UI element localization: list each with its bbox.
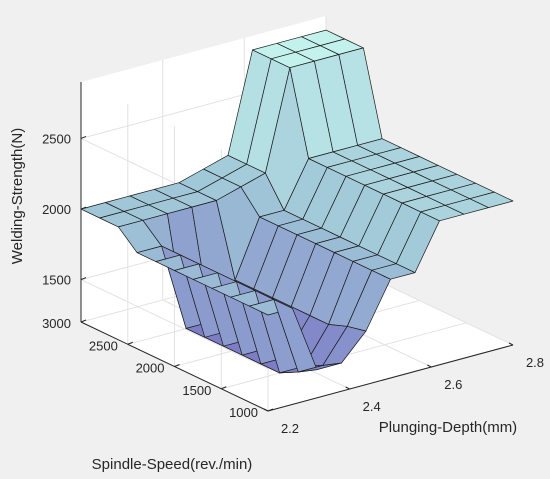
y-tick-label: 1500: [182, 383, 211, 398]
y-tick-label: 2500: [89, 338, 118, 353]
x-tick-mark: [427, 364, 432, 368]
x-tick-label: 2.4: [363, 399, 381, 414]
z-tick-mark: [80, 206, 87, 210]
z-tick-mark: [80, 136, 87, 139]
x-tick-label: 2.8: [526, 355, 544, 370]
z-tick-label: 2500: [42, 132, 71, 147]
surface-mesh: [80, 29, 514, 374]
x-tick-label: 2.6: [444, 377, 462, 392]
x-tick-mark: [345, 386, 350, 390]
x-tick-mark: [263, 408, 269, 412]
y-tick-label: 1000: [229, 405, 258, 420]
y-tick-mark: [127, 341, 133, 345]
y-tick-mark: [174, 364, 180, 367]
y-tick-mark: [80, 319, 87, 323]
z-axis-label: Welding-Strength(N): [9, 128, 26, 264]
x-tick-label: 2.2: [281, 421, 299, 436]
z-tick-label: 1500: [42, 273, 71, 288]
surface-patch: [469, 191, 514, 208]
y-tick-label: 2000: [136, 361, 165, 376]
y-tick-mark: [267, 408, 274, 412]
y-tick-mark: [221, 386, 227, 390]
axis-lines: [80, 82, 514, 412]
x-axis-line: [267, 344, 514, 412]
x-tick-mark: [508, 342, 514, 346]
tick-labels: 2.2 2.4 2.6 2.8 1000 1500 2000 2500 3000 1500 2000…: [42, 132, 544, 437]
z-tick-label: 2000: [42, 202, 71, 217]
y-tick-label: 3000: [42, 316, 71, 331]
y-axis-label: Spindle-Speed(rev./min): [92, 456, 253, 473]
x-axis-label: Plunging-Depth(mm): [379, 419, 517, 436]
z-tick-mark: [80, 277, 87, 281]
